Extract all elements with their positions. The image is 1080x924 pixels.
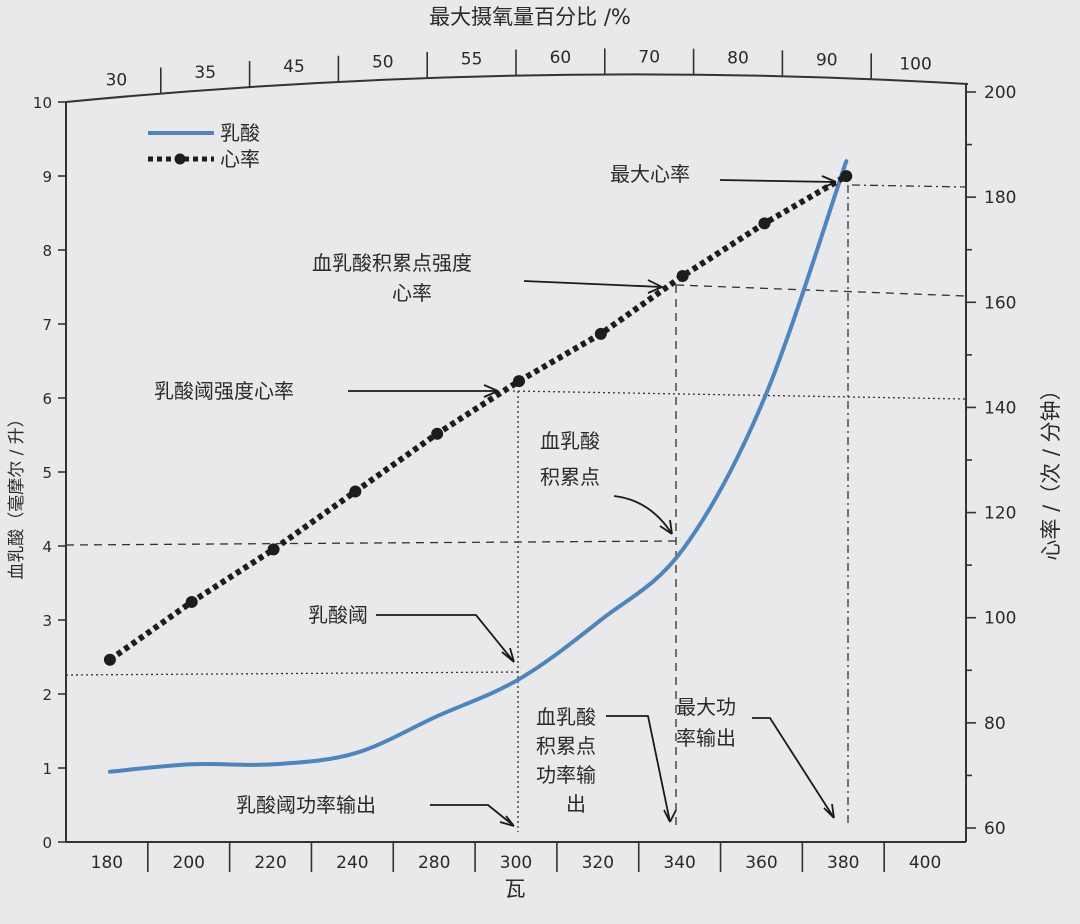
right-tick-label: 180 [984, 188, 1016, 208]
obla-arrow [613, 495, 673, 535]
lactate-series-line [107, 159, 849, 774]
legend-lactate-label: 乳酸 [220, 121, 260, 145]
heart-rate-point [267, 543, 280, 556]
obla-hr-ref-line [675, 284, 967, 297]
left-tick-label: 1 [42, 760, 52, 778]
obla-power-annotation-line3: 功率输 [536, 763, 596, 787]
right-tick-label: 140 [984, 398, 1016, 418]
legend-hr-label: 心率 [220, 147, 260, 171]
lt-hr-ref-line [512, 390, 967, 400]
lt-lactate-ref-line [65, 671, 519, 676]
left-tick-label: 8 [42, 242, 52, 260]
lt-hr-annotation: 乳酸阈强度心率 [154, 379, 294, 403]
heart-rate-series-line [108, 173, 848, 663]
heart-rate-point [431, 427, 444, 440]
x-tick-label: 340 [663, 853, 695, 873]
obla-lactate-ref-line [65, 540, 677, 546]
x-tick-label: 200 [173, 853, 205, 873]
right-tick-label: 200 [984, 83, 1016, 103]
lt-hr-arrow [348, 384, 499, 398]
bottom-axis-ticks: 180 200 220 240 280 300 320 340 360 380 400 [91, 842, 941, 873]
left-tick-label: 7 [42, 316, 52, 334]
heart-rate-points [103, 170, 853, 666]
x-tick-label: 220 [254, 853, 286, 873]
top-tick-label: 70 [638, 47, 660, 67]
x-tick-label: 400 [909, 853, 941, 873]
left-axis-title: 血乳酸（毫摩尔 / 升） [7, 410, 27, 580]
left-tick-label: 5 [42, 464, 52, 482]
lt-power-annotation: 乳酸阈功率输出 [236, 793, 376, 817]
obla-annotation-line2: 积累点 [540, 465, 600, 489]
heart-rate-point [185, 595, 198, 608]
obla-power-arrow [606, 715, 677, 823]
lt-annotation: 乳酸阈 [308, 603, 368, 627]
heart-rate-point [349, 485, 362, 498]
top-tick-label: 55 [461, 50, 483, 70]
lt-power-arrow [430, 804, 515, 827]
obla-hr-annotation-line2: 心率 [392, 281, 432, 305]
x-tick-label: 320 [582, 853, 614, 873]
x-tick-label: 360 [745, 853, 777, 873]
legend: 乳酸 心率 [148, 121, 260, 171]
lt-arrow [376, 614, 515, 663]
x-tick-label: 280 [418, 853, 450, 873]
heart-rate-point [513, 375, 525, 388]
x-tick-label: 380 [827, 853, 859, 873]
heart-rate-point [103, 653, 116, 666]
reference-lines [65, 184, 967, 832]
right-tick-label: 60 [984, 819, 1006, 839]
x-axis-title: 瓦 [505, 877, 526, 901]
left-tick-label: 4 [42, 538, 52, 556]
max-hr-annotation: 最大心率 [610, 162, 690, 186]
top-tick-label: 30 [106, 70, 128, 90]
heart-rate-point [758, 217, 771, 230]
right-axis-ticks: 60 80 100 120 140 160 180 200 [966, 83, 1016, 839]
left-tick-label: 3 [42, 612, 52, 630]
top-tick-label: 100 [899, 54, 931, 74]
max-hr-ref-line [851, 184, 967, 188]
x-tick-label: 300 [500, 853, 532, 873]
max-hr-arrow [719, 175, 837, 189]
legend-hr-marker [174, 153, 186, 165]
top-axis-line [65, 73, 969, 103]
right-tick-label: 160 [984, 293, 1016, 313]
left-axis-ticks: 0 1 2 3 4 5 6 7 8 9 10 [33, 94, 66, 852]
max-power-annotation-line1: 最大功 [676, 695, 736, 719]
left-tick-label: 10 [33, 94, 52, 112]
right-tick-label: 80 [984, 714, 1006, 734]
top-tick-label: 50 [372, 53, 394, 73]
max-power-annotation-line2: 率输出 [676, 726, 736, 750]
right-axis-title: 心率 /（次 / 分钟） [1039, 379, 1063, 560]
top-tick-label: 35 [194, 63, 216, 83]
right-tick-label: 100 [984, 609, 1016, 629]
x-tick-label: 180 [91, 853, 123, 873]
top-axis-ticks: 30 35 45 50 55 60 70 80 90 100 [106, 47, 932, 94]
top-tick-label: 45 [283, 57, 305, 77]
annotations: 最大心率 血乳酸积累点强度 心率 乳酸阈强度心率 血乳酸 积累点 乳酸阈 乳酸阈… [154, 162, 837, 827]
left-tick-label: 9 [42, 168, 52, 186]
obla-hr-arrow [523, 279, 663, 294]
left-tick-label: 2 [42, 686, 52, 704]
heart-rate-point [594, 327, 607, 340]
heart-rate-point [676, 270, 689, 282]
top-tick-label: 60 [550, 48, 572, 68]
left-tick-label: 6 [42, 390, 52, 408]
right-tick-label: 120 [984, 504, 1016, 524]
left-tick-label: 0 [42, 834, 52, 852]
heart-rate-point [840, 170, 853, 183]
top-tick-label: 90 [816, 51, 838, 71]
obla-power-annotation-line4: 出 [566, 792, 586, 816]
obla-hr-annotation-line1: 血乳酸积累点强度 [312, 251, 472, 275]
top-axis-title: 最大摄氧量百分比 /% [429, 5, 631, 29]
obla-power-annotation-line1: 血乳酸 [536, 705, 596, 729]
x-tick-label: 240 [336, 853, 368, 873]
obla-annotation-line1: 血乳酸 [540, 429, 600, 453]
max-power-arrow [752, 717, 835, 819]
obla-power-annotation-line2: 积累点 [536, 734, 596, 758]
top-tick-label: 80 [727, 48, 749, 68]
